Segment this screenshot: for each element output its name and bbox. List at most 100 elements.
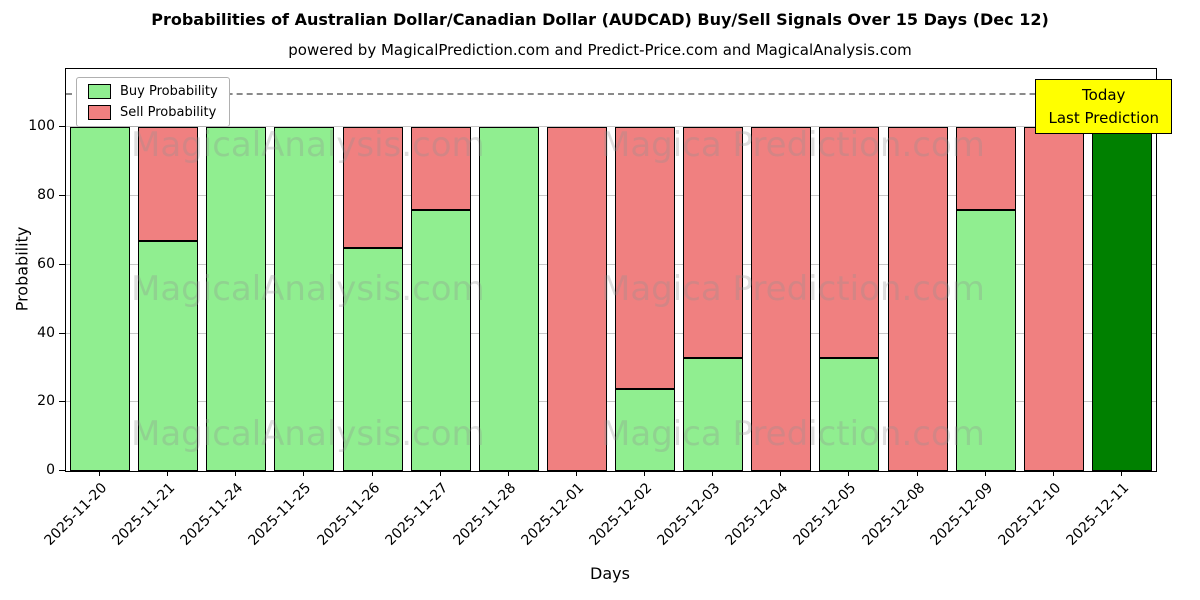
stacked-bar [615,127,676,471]
bar-slot [66,69,134,471]
stacked-bar [410,127,471,471]
bar-slot [952,69,1020,471]
bar-segment-sell [342,127,403,248]
x-tick-mark [1052,471,1054,476]
bar-slot [679,69,747,471]
y-tick-label: 80 [37,187,55,204]
gridline [66,401,1156,403]
x-tick-mark [1120,471,1122,476]
stacked-bar [342,127,403,471]
chart-subtitle: powered by MagicalPrediction.com and Pre… [288,41,912,59]
watermark-text: MagicalAnalysis.com [131,269,485,309]
bar-segment-buy [683,357,744,471]
stacked-bar [683,127,744,471]
x-tick-mark [712,471,714,476]
x-tick-mark [439,471,441,476]
watermark-text: Magica Prediction.com [601,269,985,309]
bar-segment-buy [274,127,335,471]
x-tick-mark [371,471,373,476]
legend-item-sell: Sell Probability [88,105,218,120]
legend-label-buy: Buy Probability [120,84,218,99]
y-tick-label: 60 [37,255,55,272]
y-tick-mark [59,332,65,334]
x-tick-mark [644,471,646,476]
bar-slot [1088,69,1156,471]
bar-slot [543,69,611,471]
plot-area: Buy Probability Sell Probability Magical… [65,68,1157,472]
stacked-bar [887,127,948,471]
annotation-line-1: Today [1082,86,1126,104]
bars-container [66,69,1156,471]
bar-slot [202,69,270,471]
bar-segment-buy [615,388,676,471]
gridline [66,263,1156,265]
legend-label-sell: Sell Probability [120,105,217,120]
y-tick-mark [59,401,65,403]
bar-slot [134,69,202,471]
stacked-bar [70,127,131,471]
stacked-bar [274,127,335,471]
today-last-prediction-annotation: Today Last Prediction [1035,79,1172,134]
bar-segment-buy [819,357,880,471]
chart-title: Probabilities of Australian Dollar/Canad… [151,10,1049,29]
watermark-text: MagicalAnalysis.com [131,414,485,454]
x-tick-mark [99,471,101,476]
legend-item-buy: Buy Probability [88,84,218,99]
bar-slot [1020,69,1088,471]
stacked-bar [955,127,1016,471]
bar-segment-buy [478,127,539,471]
x-tick-mark [507,471,509,476]
bar-segment-buy [138,240,199,471]
y-tick-label: 100 [28,118,55,135]
stacked-bar [206,127,267,471]
bar-segment-buy [1091,127,1152,471]
bar-segment-sell [546,127,607,471]
bar-segment-sell [1023,127,1084,471]
bar-segment-sell [138,127,199,241]
x-axis-label: Days [590,564,630,583]
bar-segment-sell [955,127,1016,210]
bar-slot [611,69,679,471]
x-tick-mark [575,471,577,476]
bar-slot [270,69,338,471]
bar-slot [815,69,883,471]
stacked-bar [1091,127,1152,471]
legend: Buy Probability Sell Probability [76,77,230,127]
watermark-text: MagicalAnalysis.com [131,125,485,165]
watermark-text: Magica Prediction.com [601,125,985,165]
gridline [66,332,1156,334]
stacked-bar [478,127,539,471]
buy-probability-swatch [88,84,111,99]
stacked-bar [751,127,812,471]
y-tick-mark [59,195,65,197]
sell-probability-swatch [88,105,111,120]
bar-segment-sell [887,127,948,471]
stacked-bar [546,127,607,471]
y-tick-mark [59,263,65,265]
x-tick-mark [984,471,986,476]
bar-slot [339,69,407,471]
bar-segment-sell [615,127,676,389]
bar-segment-buy [70,127,131,471]
x-tick-mark [916,471,918,476]
stacked-bar [138,127,199,471]
x-tick-mark [303,471,305,476]
bar-slot [407,69,475,471]
bar-segment-buy [955,209,1016,471]
dashed-threshold-line [66,93,1156,96]
y-tick-label: 20 [37,393,55,410]
x-tick-mark [167,471,169,476]
x-tick-mark [848,471,850,476]
bar-segment-buy [410,209,471,471]
gridline [66,195,1156,197]
bar-segment-sell [683,127,744,358]
y-tick-mark [59,126,65,128]
bar-slot [747,69,815,471]
bar-segment-buy [342,247,403,471]
y-tick-label: 40 [37,324,55,341]
x-tick-mark [780,471,782,476]
bar-segment-sell [751,127,812,471]
bar-segment-buy [206,127,267,471]
gridline [66,126,1156,128]
